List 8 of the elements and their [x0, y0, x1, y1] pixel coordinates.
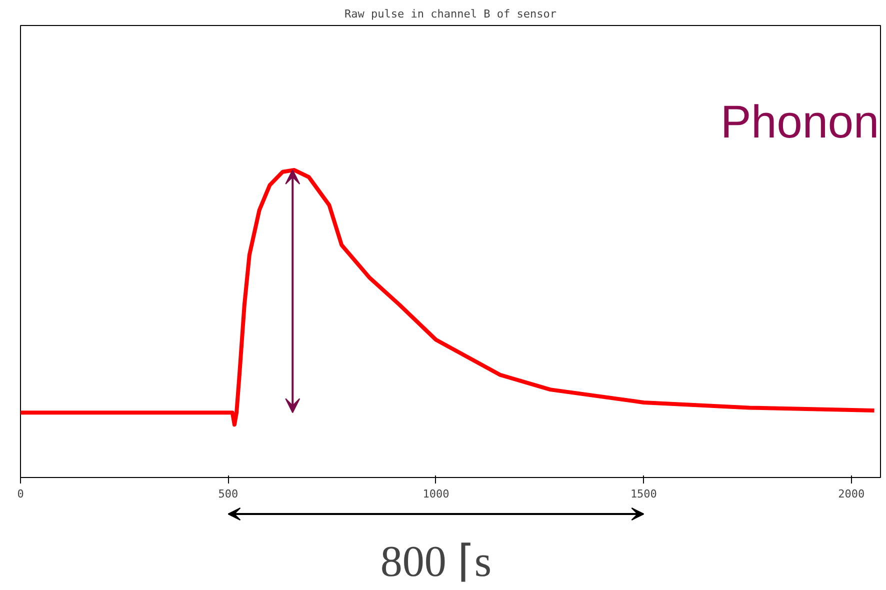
- x-tick-label: 1500: [630, 488, 657, 500]
- x-tick-label: 1000: [422, 488, 450, 500]
- x-tick-label: 0: [17, 488, 24, 500]
- chart-title: Raw pulse in channel B of sensor: [344, 8, 557, 20]
- x-tick-label: 500: [218, 488, 238, 500]
- text: 800 ⌈s: [380, 537, 492, 586]
- x-tick-label: 2000: [838, 488, 865, 500]
- text: Phonon: [720, 96, 880, 148]
